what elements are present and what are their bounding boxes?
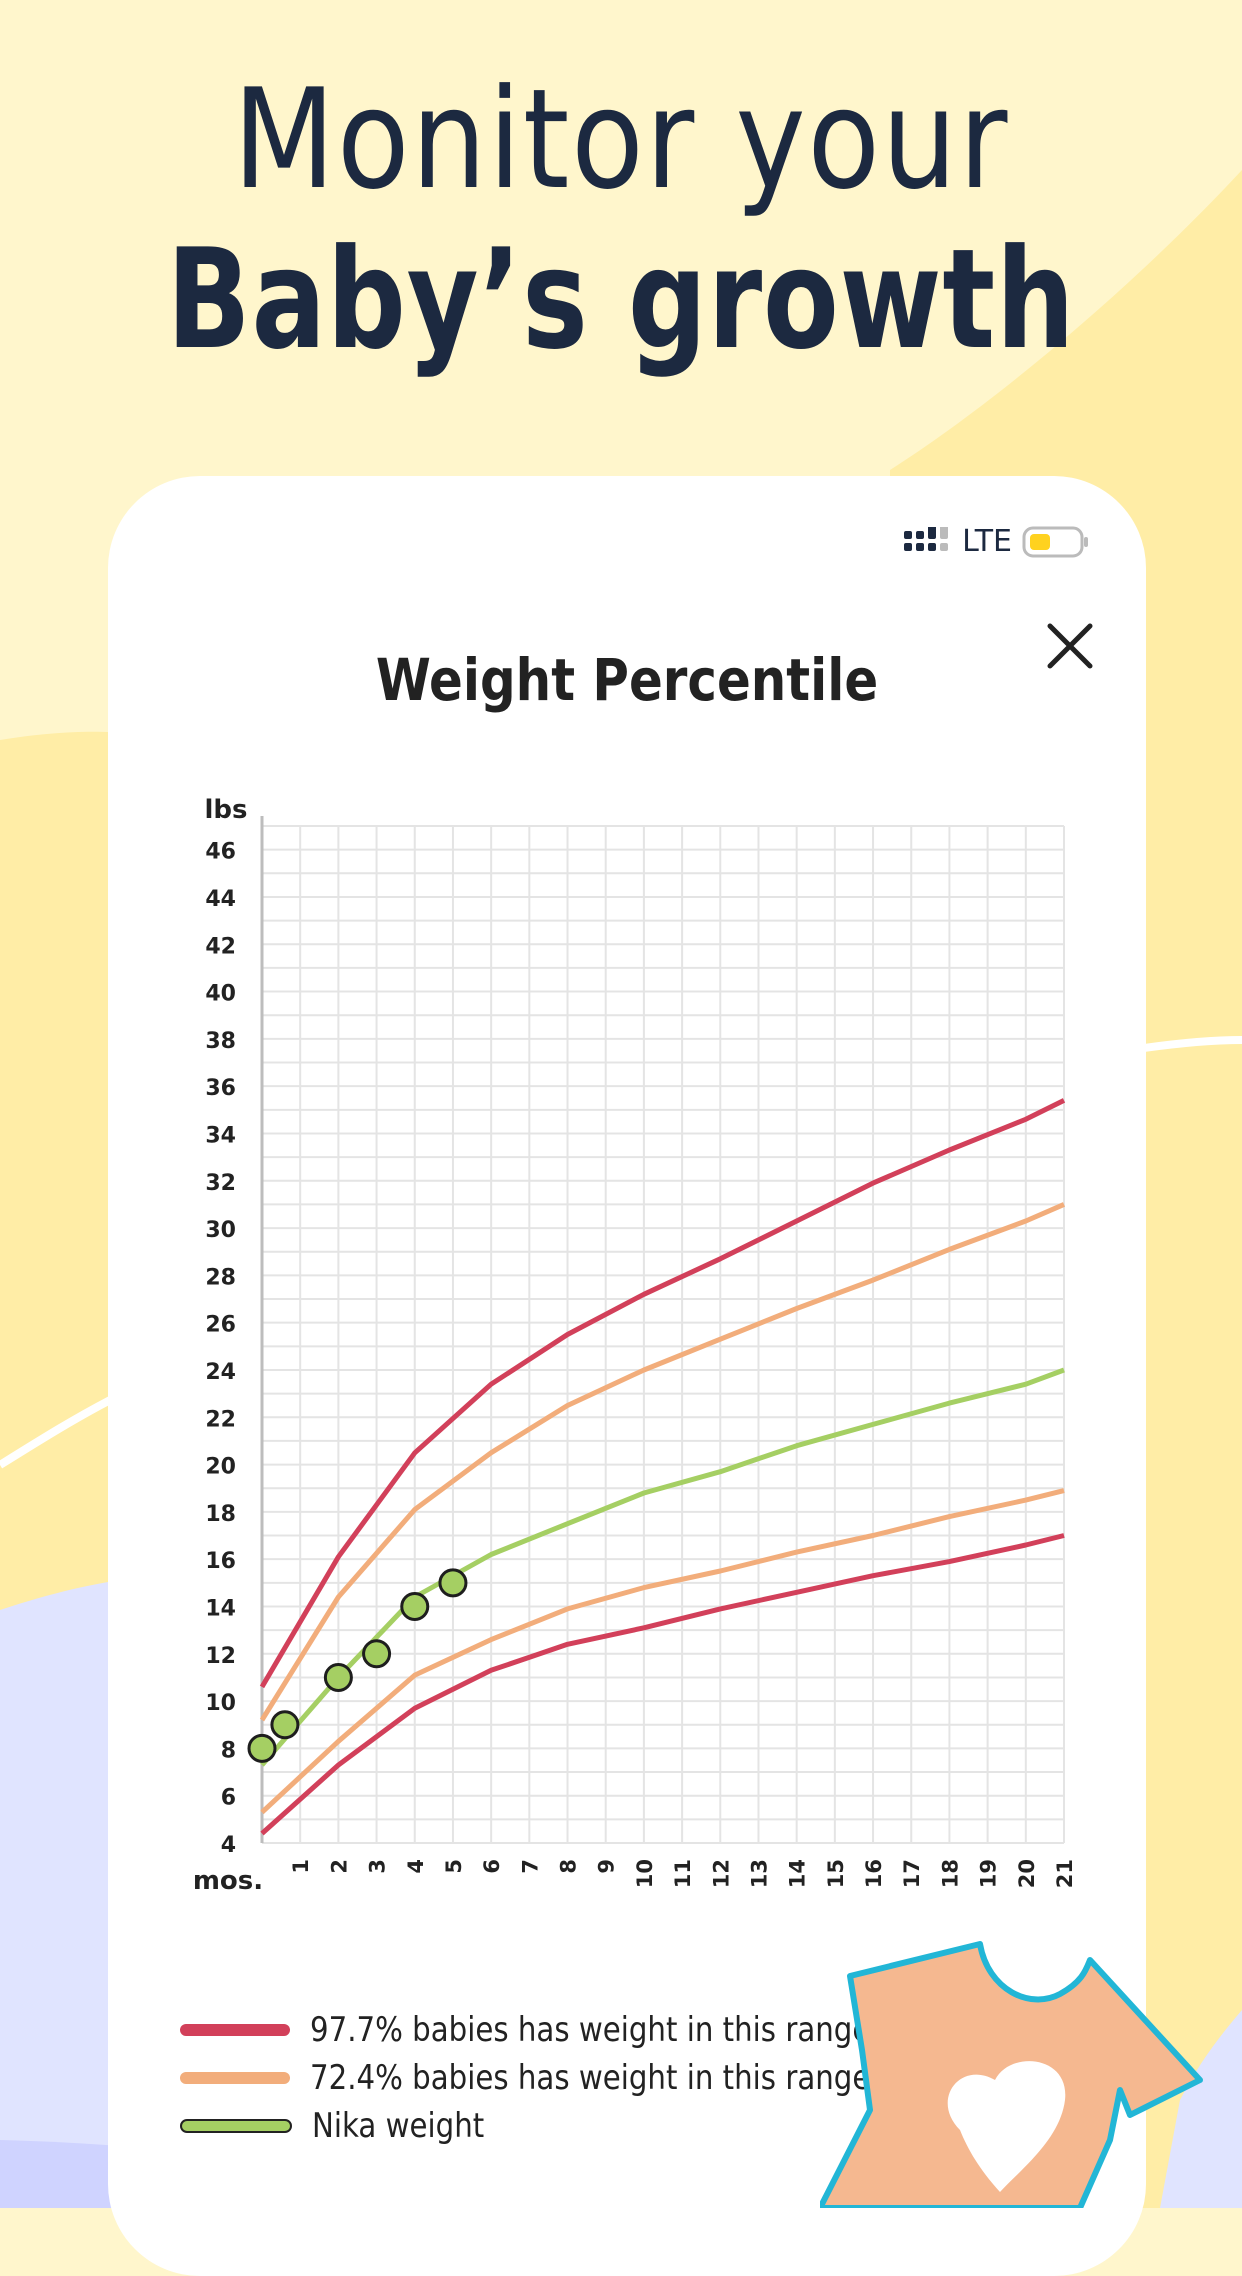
series-72-lower-line — [260, 1488, 1065, 1815]
y-tick-label: 38 — [205, 1029, 236, 1054]
x-axis-label: mos. — [193, 1866, 263, 1896]
y-tick-label: 10 — [205, 1691, 236, 1716]
x-tick-label: 12 — [709, 1859, 733, 1888]
x-tick-label: 13 — [747, 1859, 771, 1888]
x-tick-label: 21 — [1053, 1859, 1077, 1888]
legend-item-baby: Nika weight — [180, 2102, 962, 2150]
series-97-upper-line — [259, 1098, 1066, 1689]
x-tick-label: 15 — [824, 1859, 848, 1888]
x-tick-label: 16 — [862, 1859, 886, 1888]
x-tick-label: 14 — [786, 1859, 810, 1888]
x-tick-label: 3 — [366, 1859, 390, 1874]
baby-weight-point — [400, 1591, 430, 1621]
x-tick-label: 19 — [977, 1859, 1001, 1888]
x-tick-label: 2 — [327, 1859, 351, 1874]
y-tick-label: 12 — [205, 1644, 236, 1669]
series-97-lower-line — [260, 1533, 1065, 1836]
x-tick-label: 20 — [1015, 1859, 1039, 1888]
y-tick-label: 28 — [205, 1265, 236, 1290]
x-tick-label: 4 — [404, 1859, 428, 1874]
y-axis-label: lbs — [205, 795, 248, 825]
y-tick-label: 6 — [221, 1786, 236, 1811]
y-tick-label: 44 — [205, 887, 236, 912]
legend-swatch-97 — [180, 2024, 290, 2036]
x-tick-label: 7 — [518, 1859, 542, 1874]
baby-weight-point — [362, 1639, 392, 1669]
headline: Monitor your Baby’s growth — [0, 60, 1242, 380]
x-tick-label: 10 — [633, 1859, 657, 1888]
x-tick-label: 5 — [442, 1859, 466, 1874]
x-tick-label: 6 — [480, 1859, 504, 1874]
y-tick-label: 34 — [205, 1123, 236, 1148]
x-tick-label: 9 — [595, 1859, 619, 1874]
y-tick-label: 20 — [205, 1455, 236, 1480]
headline-line1: Monitor your — [232, 59, 1010, 220]
dialog-title: Weight Percentile — [375, 646, 879, 714]
y-tick-label: 4 — [221, 1833, 236, 1858]
y-tick-label: 36 — [205, 1076, 236, 1101]
y-tick-label: 32 — [205, 1171, 236, 1196]
legend-label: Nika weight — [312, 2106, 485, 2146]
y-tick-label: 18 — [205, 1502, 236, 1527]
baby-weight-point — [438, 1568, 468, 1598]
legend-label: 72.4% babies has weight in this range — [310, 2058, 871, 2098]
y-tick-label: 30 — [205, 1218, 236, 1243]
legend-label: 97.7% babies has weight in this range — [310, 2010, 871, 2050]
x-tick-label: 18 — [938, 1859, 962, 1888]
signal-icon — [904, 526, 949, 551]
x-tick-label: 1 — [289, 1859, 313, 1874]
status-bar: LTE — [904, 524, 1090, 559]
y-tick-label: 40 — [205, 982, 236, 1007]
network-label: LTE — [962, 524, 1012, 559]
x-tick-label: 8 — [557, 1859, 581, 1874]
battery-icon — [1022, 526, 1088, 557]
close-icon[interactable] — [1042, 618, 1098, 674]
y-tick-label: 46 — [205, 840, 236, 865]
series-72-upper-line — [259, 1202, 1065, 1722]
y-tick-label: 14 — [205, 1596, 236, 1621]
legend: 97.7% babies has weight in this range 72… — [180, 2006, 962, 2150]
y-tick-label: 24 — [205, 1360, 236, 1385]
x-tick-label: 17 — [900, 1859, 924, 1888]
y-tick-label: 26 — [205, 1313, 236, 1338]
legend-item-97: 97.7% babies has weight in this range — [180, 2006, 962, 2054]
y-tick-label: 42 — [205, 934, 236, 959]
baby-weight-point — [247, 1733, 277, 1763]
baby-weight-point — [270, 1710, 300, 1740]
x-tick-label: 11 — [671, 1859, 695, 1888]
headline-line2: Baby’s growth — [166, 219, 1076, 380]
legend-swatch-baby — [180, 2119, 292, 2133]
y-tick-label: 8 — [221, 1738, 236, 1763]
onesie-icon — [820, 1941, 1203, 2208]
weight-chart: 4681012141618202224262830323436384042444… — [193, 795, 1077, 1896]
battery-level — [1030, 533, 1050, 550]
legend-item-72: 72.4% babies has weight in this range — [180, 2054, 962, 2102]
y-tick-label: 22 — [205, 1407, 236, 1432]
baby-weight-point — [323, 1662, 353, 1692]
y-tick-label: 16 — [205, 1549, 236, 1574]
legend-swatch-72 — [180, 2072, 290, 2084]
